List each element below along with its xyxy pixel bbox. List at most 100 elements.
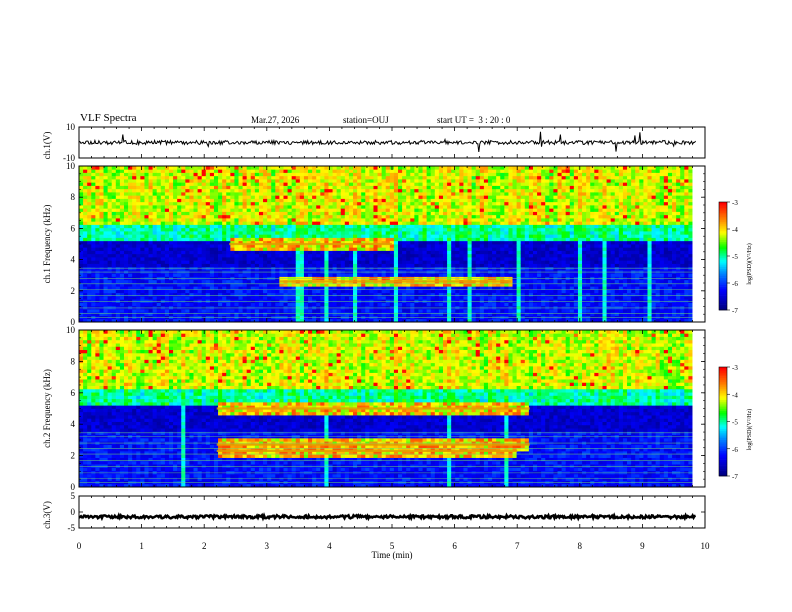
spec-cell [230,305,235,310]
spec-cell [185,286,190,290]
spec-cell [144,240,149,245]
spec-cell [213,237,219,242]
spec-cell [479,218,485,222]
spec-cell [258,247,264,251]
spec-cell [115,195,121,199]
spec-cell [95,286,100,290]
spec-cell [148,211,154,216]
spec-cell [332,244,338,248]
spec-cell [226,283,231,287]
spec-cell [283,283,288,287]
spec-cell [414,218,419,222]
spec-cell [119,182,125,186]
spec-cell [398,260,403,264]
spec-cell [398,175,403,180]
spec-cell [430,247,436,251]
spec-cell [344,299,350,303]
spec-cell [389,201,395,206]
spec-cell [258,263,264,268]
spec-cell [328,169,333,173]
spec-cell [209,214,215,219]
spec-cell [242,286,248,290]
spec-cell [483,296,489,300]
spec-cell [128,299,133,303]
spec-cell [226,302,231,307]
spec-cell [103,305,109,310]
spec-cell [132,292,137,297]
spec-cell [316,185,321,190]
spec-cell [234,208,239,212]
spec-cell [447,283,452,287]
spec-cell [402,172,407,177]
spec-cell [271,205,276,209]
spec-cell [443,198,448,203]
spec-cell [451,208,456,212]
spec-cell [381,286,387,290]
spec-cell [295,240,301,245]
spec-cell [218,185,223,190]
spec-cell [242,296,248,300]
spec-cell [254,305,260,310]
spec-cell [344,286,350,290]
spec-cell [475,260,481,264]
spec-cell [483,253,489,258]
spec-cell [156,279,162,284]
spec-cell [483,182,489,186]
spec-cell [103,292,109,297]
spec-cell [361,185,366,190]
spec-cell [406,205,411,209]
spec-cell [173,240,178,245]
spec-cell [123,192,129,196]
spec-cell [291,296,297,300]
spec-cell [430,172,436,177]
spec-cell [111,309,117,313]
spec-cell [246,188,252,193]
spec-cell [320,218,325,222]
spec-cell [271,231,276,235]
spec-cell [209,266,215,271]
spec-cell [209,296,215,300]
spec-cell [324,305,329,310]
spec-cell [160,250,166,255]
spec-cell [115,283,121,287]
spec-cell [271,166,276,170]
spec-cell [103,201,109,206]
spec-cell [181,237,186,242]
spec-cell [492,305,497,310]
spec-cell [234,182,239,186]
spec-cell [258,214,264,219]
spec-cell [348,240,354,245]
spec-cell [492,309,497,313]
spec-cell [377,253,383,258]
spec-cell [218,231,223,235]
spec-cell [83,253,88,258]
spec-cell [267,166,272,170]
spec-cell [123,312,129,316]
spec-cell [443,234,448,238]
spec-cell [492,240,497,245]
spec-cell [222,198,227,203]
spec-cell [132,218,137,222]
spec-cell [373,208,378,212]
spec-cell [475,169,481,173]
spec-cell [463,312,468,316]
spec-cell [193,273,199,277]
spec-cell [218,279,223,284]
spec-cell [410,224,415,229]
spec-cell [365,305,370,310]
spec-cell [402,224,407,229]
spec-cell [91,214,96,219]
spec-cell [79,224,84,229]
spec-cell [111,234,117,238]
spec-cell [91,312,96,316]
spec-cell [320,185,325,190]
spec-cell [492,250,497,255]
spec-cell [348,273,354,277]
spec-cell [160,188,166,193]
spec-cell [222,240,227,245]
spec-cell [348,244,354,248]
spec-cell [79,234,84,238]
spec-cell [201,185,207,190]
spec-cell [173,175,178,180]
spec-cell [193,214,199,219]
